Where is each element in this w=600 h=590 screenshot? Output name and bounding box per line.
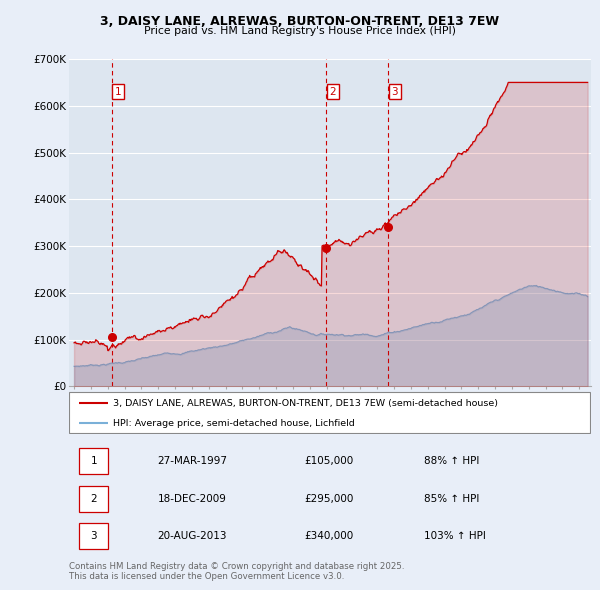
Text: £105,000: £105,000 <box>304 456 353 466</box>
Text: 2: 2 <box>91 494 97 503</box>
Text: 88% ↑ HPI: 88% ↑ HPI <box>424 456 479 466</box>
Text: 27-MAR-1997: 27-MAR-1997 <box>158 456 228 466</box>
FancyBboxPatch shape <box>69 392 590 433</box>
Text: HPI: Average price, semi-detached house, Lichfield: HPI: Average price, semi-detached house,… <box>113 418 355 428</box>
FancyBboxPatch shape <box>79 448 108 474</box>
Text: Price paid vs. HM Land Registry's House Price Index (HPI): Price paid vs. HM Land Registry's House … <box>144 26 456 36</box>
Text: 85% ↑ HPI: 85% ↑ HPI <box>424 494 479 503</box>
Text: 3, DAISY LANE, ALREWAS, BURTON-ON-TRENT, DE13 7EW (semi-detached house): 3, DAISY LANE, ALREWAS, BURTON-ON-TRENT,… <box>113 399 499 408</box>
Text: Contains HM Land Registry data © Crown copyright and database right 2025.
This d: Contains HM Land Registry data © Crown c… <box>69 562 404 581</box>
FancyBboxPatch shape <box>79 486 108 512</box>
Text: 1: 1 <box>115 87 122 97</box>
Text: £340,000: £340,000 <box>304 532 353 541</box>
Text: 3: 3 <box>91 532 97 541</box>
Text: 103% ↑ HPI: 103% ↑ HPI <box>424 532 486 541</box>
Text: 2: 2 <box>329 87 336 97</box>
Text: 18-DEC-2009: 18-DEC-2009 <box>158 494 227 503</box>
Text: 3: 3 <box>391 87 398 97</box>
Text: 1: 1 <box>91 456 97 466</box>
FancyBboxPatch shape <box>79 523 108 549</box>
Text: 3, DAISY LANE, ALREWAS, BURTON-ON-TRENT, DE13 7EW: 3, DAISY LANE, ALREWAS, BURTON-ON-TRENT,… <box>100 15 500 28</box>
Text: £295,000: £295,000 <box>304 494 353 503</box>
Text: 20-AUG-2013: 20-AUG-2013 <box>158 532 227 541</box>
